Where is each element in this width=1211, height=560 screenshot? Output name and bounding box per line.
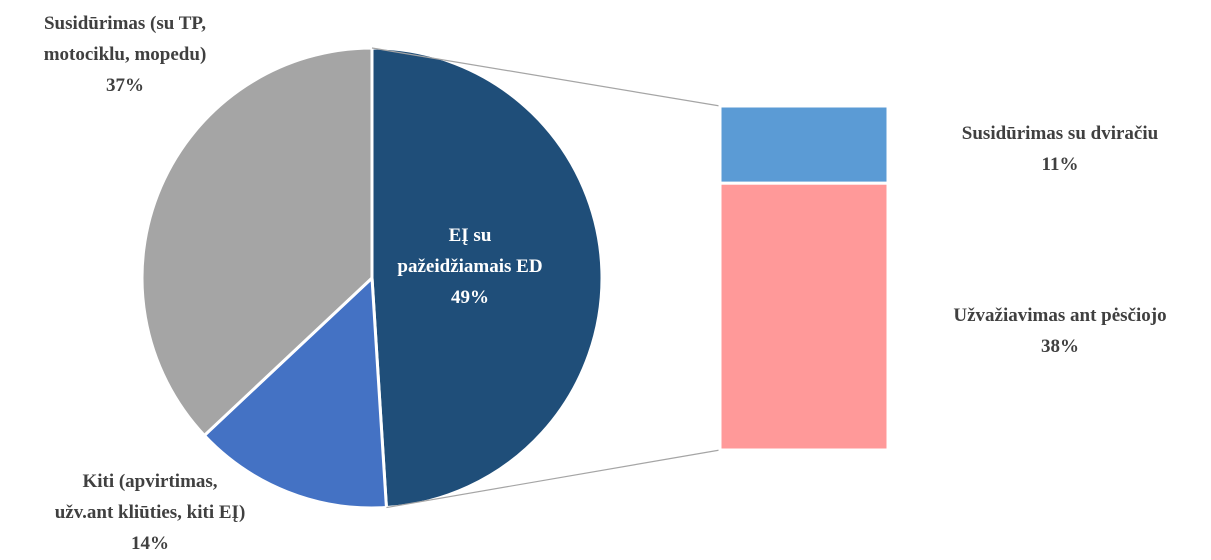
pie-slice [202, 274, 389, 510]
bar-segment [718, 104, 890, 185]
slice-value-label: 37% [106, 75, 144, 96]
pie-slice [370, 46, 604, 510]
connector-line [386, 449, 721, 509]
bar-segment [718, 181, 890, 452]
slice-label: EĮ su pažeidžiamais ED [397, 225, 542, 277]
bar-label: Užvažiavimas ant pėsčiojo [953, 305, 1166, 326]
slice-label: Kiti (apvirtimas, užv.ant kliūties, kiti … [55, 471, 246, 523]
bar-value-label: 11% [1042, 154, 1079, 175]
pie-slice [140, 46, 374, 438]
slice-value-label: 14% [131, 533, 169, 554]
bar-value-label: 38% [1041, 336, 1079, 357]
bar-label: Susidūrimas su dviračiu [962, 123, 1159, 144]
slice-label: Susidūrimas (su TP, motociklu, mopedu) [44, 13, 207, 65]
slice-value-label: 49% [451, 287, 489, 308]
connector-line [371, 47, 721, 107]
